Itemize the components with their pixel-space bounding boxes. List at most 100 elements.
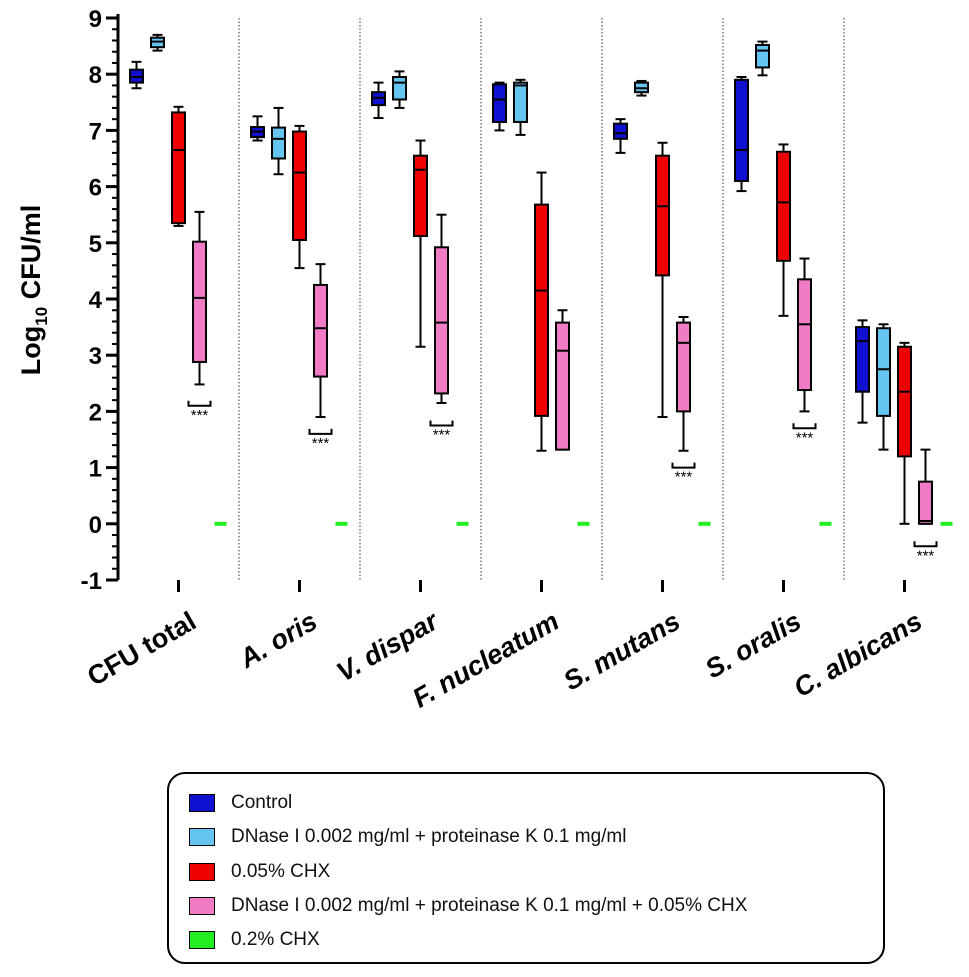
significance-bracket [671,462,696,469]
box-body [655,154,670,277]
y-tick-label: 6 [89,175,102,202]
y-axis-title-main: Log [16,326,46,375]
box-body [492,83,507,123]
box-s-mutans [613,118,628,154]
series-dnase-i-0-002-mg-ml-proteinase-k-0-1-mg-ml-0-05-chx [192,210,933,525]
y-axis-title-rest: CFU/ml [16,205,46,307]
box-body [876,327,891,417]
significance-bracket [308,428,333,435]
significance-c-albicans: *** [913,541,938,564]
box-v-dispar [392,70,407,109]
legend-label: DNase I 0.002 mg/ml + proteinase K 0.1 m… [231,826,627,847]
significance-bracket [913,541,938,548]
box-s-mutans [676,315,691,452]
category-label-a-oris: A. oris [233,606,322,674]
significance-a-oris: *** [308,428,333,452]
box-body [855,326,870,393]
box-f-nucleatum [534,171,549,452]
significance-stars: *** [675,469,693,486]
box-body [613,122,628,140]
box-body [292,130,307,241]
significance-stars: *** [191,407,209,424]
box-series [129,33,953,526]
box-body [734,78,749,182]
y-axis-title: Log10 CFU/ml [16,205,51,375]
y-tick-label: 9 [89,6,102,33]
box-body [676,321,691,413]
box-s-mutans [655,141,670,419]
box-f-nucleatum [555,309,570,451]
box-v-dispar [371,81,386,120]
box-cfu-total [171,105,186,227]
separator-lines [238,18,845,580]
y-tick-label: -1 [81,568,102,595]
significance-stars: *** [312,435,330,452]
box-body [755,43,770,69]
box-c-albicans [918,448,933,525]
y-tick-label: 2 [89,399,102,426]
box-f-nucleatum [513,78,528,136]
box-cfu-total [192,210,207,386]
series-dnase-i-0-002-mg-ml-proteinase-k-0-1-mg-ml [150,33,891,451]
box-cfu-total [150,33,165,52]
box-a-oris [292,124,307,270]
box-s-oralis [755,40,770,77]
significance-stars: *** [433,426,451,443]
significance-bracket [187,400,212,407]
box-body [271,126,286,160]
y-tick-label: 0 [89,512,102,539]
box-v-dispar [434,213,449,404]
significance-stars: *** [796,429,814,446]
legend-swatch-control [189,794,215,812]
legend-label: 0.2% CHX [231,929,320,950]
box-s-oralis [797,257,812,413]
box-f-nucleatum [492,81,507,132]
box-a-oris [313,263,328,419]
legend-item-dnase-proteinase-chx: DNase I 0.002 mg/ml + proteinase K 0.1 m… [189,894,747,918]
category-label-c-albicans: C. albicans [789,606,927,703]
significance-s-oralis: *** [792,423,817,446]
category-label-s-oralis: S. oralis [700,606,806,685]
box-body [797,278,812,392]
box-body [534,203,549,417]
legend-item-chx-02: 0.2% CHX [189,928,320,952]
box-c-albicans [897,341,912,525]
significance-v-dispar: *** [429,420,454,443]
box-body [513,81,528,123]
y-tick-label: 5 [89,231,102,258]
box-plot-chart: -1 0 1 2 3 4 5 6 7 8 9 *** *** *** *** *** *** CFU tota… [16,6,953,714]
box-c-albicans [855,319,870,424]
box-body [776,150,791,262]
y-tick-label: 1 [89,456,102,483]
y-tick-label: 8 [89,62,102,89]
box-body [918,480,933,525]
legend-label: DNase I 0.002 mg/ml + proteinase K 0.1 m… [231,895,748,916]
y-tick-label: 7 [89,118,102,145]
box-body [897,345,912,458]
legend-item-control: Control [189,791,292,815]
legend-item-dnase-proteinase: DNase I 0.002 mg/ml + proteinase K 0.1 m… [189,825,626,849]
box-a-oris [271,106,286,176]
box-cfu-total [129,60,144,90]
box-c-albicans [876,323,891,451]
box-s-oralis [776,143,791,317]
box-body [392,76,407,101]
box-body [313,283,328,378]
box-v-dispar [413,139,428,348]
significance-annotations: *** *** *** *** *** *** [187,400,938,564]
legend-item-chx-005: 0.05% CHX [189,860,330,884]
y-tick-label: 3 [89,343,102,370]
box-body [555,321,570,451]
legend-label: 0.05% CHX [231,861,331,882]
box-body [192,240,207,363]
significance-cfu-total: *** [187,400,212,424]
series-control [129,60,870,424]
y-axis: -1 0 1 2 3 4 5 6 7 8 9 [81,6,120,595]
legend-label: Control [231,792,293,813]
significance-s-mutans: *** [671,462,696,486]
series-0-05-chx [171,105,912,525]
y-tick-label: 4 [89,287,103,314]
legend-swatch-chx-005 [189,863,215,881]
box-a-oris [250,115,265,142]
